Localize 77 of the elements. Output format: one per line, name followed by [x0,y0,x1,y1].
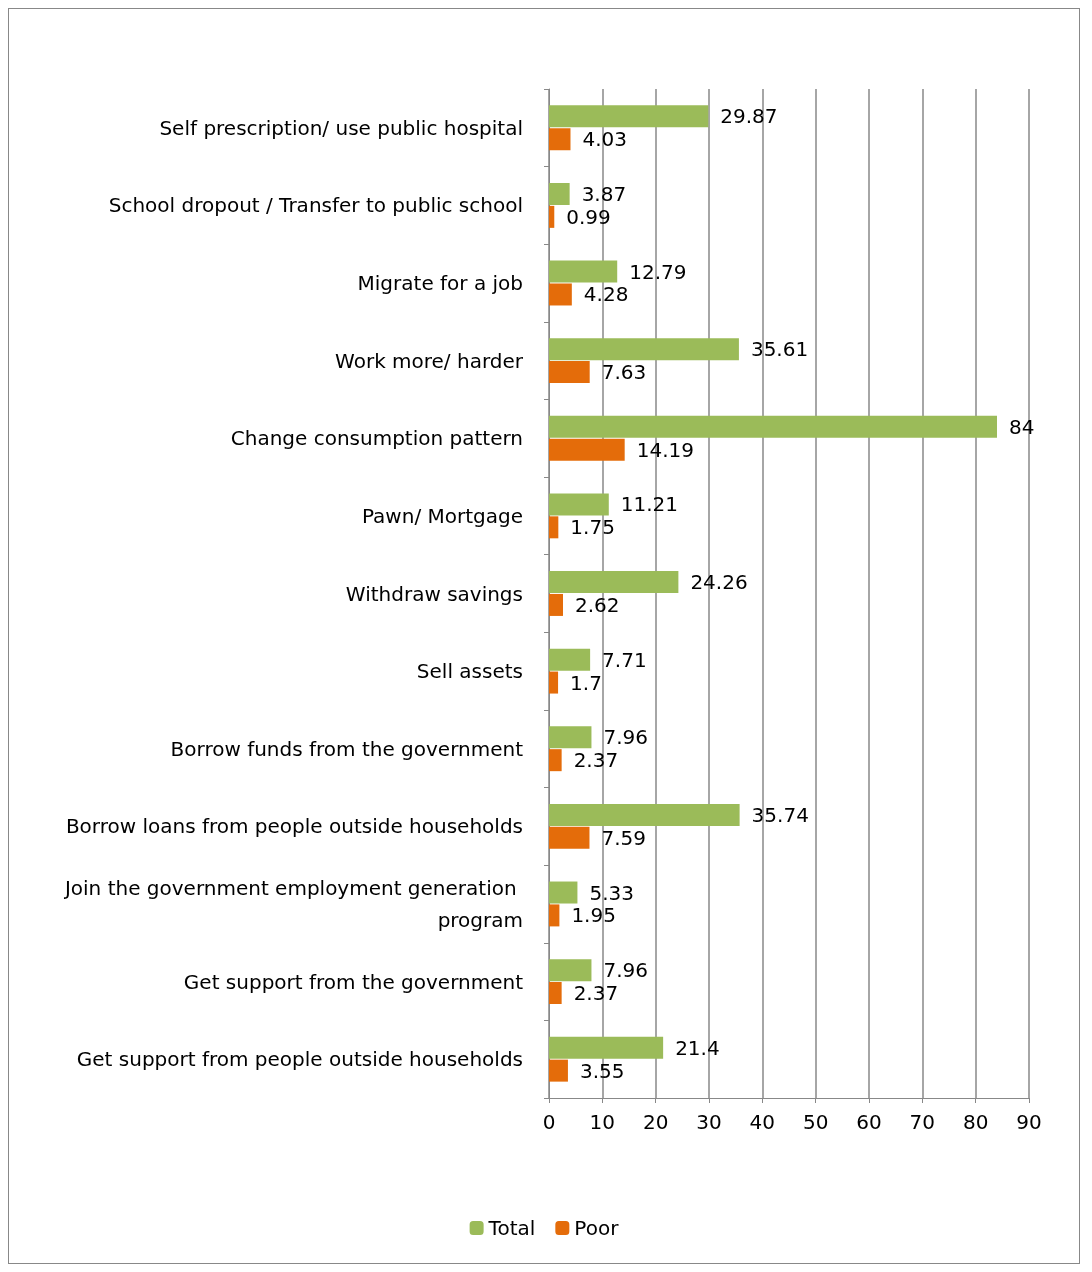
y-tick-label: Borrow loans from people outside households [65,814,523,839]
x-tick-label: 60 [856,1110,882,1134]
y-tick-label: School dropout / Transfer to public school [108,193,523,218]
data-label: 2.37 [573,981,619,1006]
data-label: 3.87 [581,181,627,206]
y-tick-label: Sell assets [416,659,523,684]
data-label: 11.21 [620,492,679,517]
x-tick-label: 50 [802,1110,829,1134]
x-tick-label: 10 [589,1110,616,1134]
bar [549,571,679,594]
bar [549,881,578,904]
data-label: 84 [1009,414,1035,439]
data-label: 1.7 [570,670,602,695]
x-tick-label: 30 [696,1110,722,1134]
y-tick-label: Get support from the government [183,969,524,994]
data-label: 1.95 [571,903,616,928]
bar [549,826,590,849]
bar [549,1059,568,1082]
data-label: 2.62 [574,592,620,617]
data-label: 12.79 [629,259,687,284]
data-label: 0.99 [566,204,611,229]
bar [549,438,625,461]
bar [549,959,592,982]
y-tick-label: Migrate for a job [357,271,523,296]
data-label: 7.63 [601,360,647,385]
x-tick-label: 80 [962,1110,989,1134]
bar [549,415,997,438]
bar [549,648,591,671]
x-tick-label: 90 [1016,1110,1042,1134]
x-tick-label: 20 [642,1110,669,1134]
bar [549,283,572,306]
data-label: 7.96 [603,958,648,983]
data-label: 1.75 [570,515,615,540]
x-tick-label: 0 [542,1110,556,1134]
bar [549,726,592,749]
y-tick-label: Join the government employment generation program [62,875,523,932]
data-label: 21.4 [675,1035,720,1060]
y-tick-label: Get support from people outside households [76,1047,523,1072]
bar [549,361,590,384]
bar [549,593,563,616]
data-label: 3.55 [579,1058,625,1083]
y-tick-label: Pawn/ Mortgage [361,503,523,528]
y-tick-label: Change consumption pattern [230,426,523,451]
bar [549,516,559,539]
data-label: 29.87 [720,104,778,129]
data-label: 4.28 [583,282,629,307]
bar [549,260,618,283]
data-label: 5.33 [589,880,634,905]
data-label: 7.59 [601,825,647,850]
x-tick-label: 70 [909,1110,936,1134]
bar [549,749,562,772]
bar [549,128,571,151]
bar [549,803,740,826]
bar [549,1036,664,1059]
y-tick-label: Self prescription/ use public hospital [159,115,523,140]
data-label: 14.19 [636,437,694,462]
legend-label: Poor [574,1216,620,1240]
bar [549,338,739,361]
bar [549,105,709,128]
bar [549,904,560,927]
y-tick-label: Borrow funds from the government [170,736,524,761]
y-tick-label: Work more/ harder [335,348,524,373]
data-label: 35.74 [751,802,809,827]
data-label: 7.71 [602,647,647,672]
y-tick-label: Withdraw savings [345,581,523,606]
data-label: 2.37 [573,748,619,773]
data-label: 7.96 [603,725,648,750]
bar [549,982,562,1005]
data-label: 24.26 [690,570,748,595]
legend-label: Total [487,1216,536,1240]
data-label: 35.61 [750,337,809,362]
data-label: 4.03 [582,127,628,152]
bar [549,205,555,228]
bar [549,493,609,516]
bar [549,671,559,694]
bar [549,182,570,205]
x-tick-label: 40 [749,1110,776,1134]
